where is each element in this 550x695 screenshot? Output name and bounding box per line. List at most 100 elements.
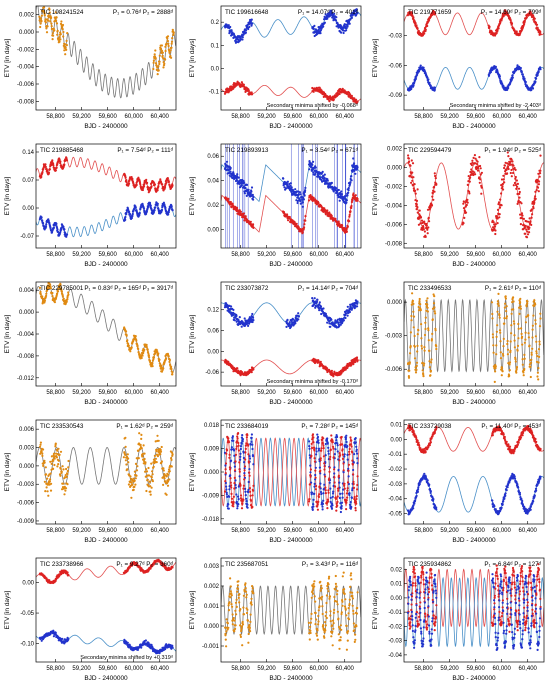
data-point bbox=[350, 505, 353, 509]
data-point bbox=[303, 190, 307, 193]
data-point bbox=[41, 454, 44, 457]
data-point bbox=[137, 457, 140, 460]
data-point bbox=[407, 154, 410, 157]
data-point bbox=[348, 310, 351, 314]
data-point bbox=[149, 361, 152, 364]
data-point bbox=[161, 183, 164, 186]
data-point bbox=[339, 492, 342, 495]
x-tick-label: 60,000 bbox=[492, 390, 511, 396]
data-point bbox=[61, 295, 64, 298]
data-point bbox=[149, 493, 152, 496]
data-point bbox=[510, 312, 513, 315]
data-point bbox=[225, 485, 228, 488]
data-point bbox=[339, 192, 342, 195]
data-point bbox=[468, 192, 471, 195]
data-point bbox=[251, 193, 254, 196]
etv-panel: 58,800 59,200 59,600 60,000 60,400 0.004 0.000… bbox=[0, 276, 182, 419]
data-point bbox=[345, 29, 348, 32]
data-point bbox=[248, 468, 251, 471]
data-point bbox=[46, 169, 49, 172]
data-point bbox=[299, 202, 302, 205]
data-point bbox=[342, 31, 345, 35]
data-point bbox=[145, 470, 149, 473]
data-point bbox=[430, 358, 433, 361]
data-point bbox=[166, 484, 170, 487]
data-point bbox=[425, 224, 428, 227]
data-point bbox=[535, 352, 538, 355]
data-point bbox=[56, 465, 59, 468]
data-point bbox=[284, 187, 288, 190]
data-point bbox=[338, 496, 341, 500]
data-point bbox=[434, 86, 437, 89]
data-point bbox=[518, 192, 521, 195]
data-point bbox=[51, 38, 54, 41]
data-point bbox=[412, 302, 415, 305]
data-point bbox=[40, 450, 43, 453]
data-point bbox=[39, 443, 42, 446]
data-point bbox=[241, 38, 244, 41]
data-point bbox=[500, 374, 503, 377]
data-point bbox=[496, 300, 499, 303]
y-axis-label: ETV [in days] bbox=[4, 314, 11, 353]
data-point bbox=[523, 353, 526, 356]
data-point bbox=[54, 445, 57, 448]
data-point bbox=[333, 466, 336, 469]
data-point bbox=[138, 213, 141, 217]
period-label: P₁ = 14.07ᵈ P₂ = 401ᵈ bbox=[298, 9, 359, 16]
data-point bbox=[239, 210, 243, 213]
shift-note: Secondary minima shifted by -0.170ᵈ bbox=[267, 378, 358, 385]
data-point bbox=[154, 457, 157, 460]
data-point bbox=[64, 489, 67, 492]
data-point bbox=[494, 370, 497, 373]
data-point bbox=[350, 179, 353, 182]
data-point bbox=[132, 477, 135, 480]
data-point bbox=[297, 193, 300, 196]
data-point bbox=[335, 25, 338, 28]
data-point bbox=[250, 371, 253, 374]
data-point bbox=[523, 77, 526, 80]
data-point bbox=[425, 222, 428, 226]
data-point bbox=[53, 463, 56, 467]
data-point bbox=[409, 164, 412, 167]
data-point bbox=[232, 439, 235, 442]
data-point bbox=[504, 295, 507, 298]
data-point bbox=[352, 157, 355, 160]
data-point bbox=[252, 198, 255, 201]
data-point bbox=[417, 223, 420, 226]
data-point bbox=[412, 16, 415, 19]
data-point bbox=[356, 100, 359, 103]
x-axis-label: BJD - 2400000 bbox=[269, 399, 313, 406]
data-point bbox=[500, 367, 504, 370]
data-point bbox=[167, 180, 170, 183]
data-point bbox=[537, 378, 540, 381]
data-point bbox=[334, 19, 338, 22]
data-point bbox=[525, 16, 528, 19]
etv-plot-svg: 58,800 59,200 59,600 60,000 60,4000.060.040.… bbox=[189, 143, 362, 268]
data-point bbox=[514, 360, 517, 363]
data-point bbox=[61, 23, 65, 27]
data-point bbox=[161, 54, 164, 57]
data-point bbox=[408, 369, 411, 372]
x-tick-label: 60,000 bbox=[124, 528, 143, 534]
data-point bbox=[332, 375, 335, 378]
data-point bbox=[521, 343, 524, 346]
data-point bbox=[337, 220, 340, 223]
data-point bbox=[152, 356, 155, 359]
data-point bbox=[348, 492, 351, 495]
data-point bbox=[244, 324, 247, 327]
data-point bbox=[148, 474, 151, 477]
data-point bbox=[67, 291, 70, 294]
data-point bbox=[165, 493, 168, 496]
data-point bbox=[338, 92, 341, 96]
data-point bbox=[235, 206, 239, 209]
period-label: P₁ = 2.61ᵈ P₂ = 110ᵈ bbox=[485, 285, 542, 292]
data-point bbox=[429, 369, 432, 372]
data-point bbox=[320, 492, 323, 496]
data-point bbox=[423, 346, 426, 349]
data-point bbox=[323, 21, 326, 24]
data-point bbox=[143, 183, 146, 186]
etv-panel: 58,800 59,200 59,600 60,000 60,400 0.002 0.000… bbox=[368, 138, 550, 281]
data-point bbox=[245, 500, 248, 503]
plot-area bbox=[221, 297, 361, 378]
data-point bbox=[429, 374, 432, 377]
